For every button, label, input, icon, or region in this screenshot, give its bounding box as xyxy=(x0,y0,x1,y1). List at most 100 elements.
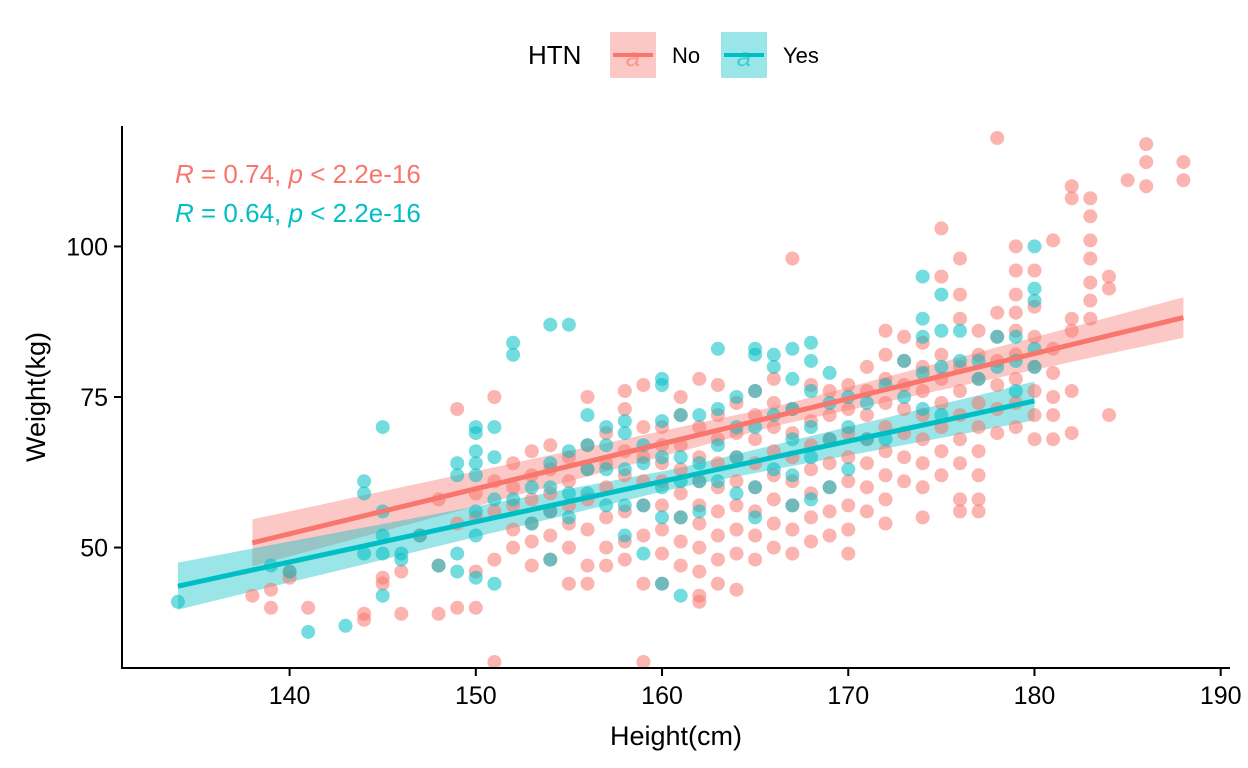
data-point-no xyxy=(841,546,856,561)
data-point-no xyxy=(543,438,558,453)
data-point-no xyxy=(1027,329,1042,344)
data-point-yes xyxy=(1027,239,1042,254)
data-point-yes xyxy=(766,347,781,362)
data-point-yes xyxy=(468,420,483,435)
data-point-no xyxy=(1046,233,1061,248)
data-point-no xyxy=(822,384,837,398)
data-point-yes xyxy=(822,480,837,495)
data-point-yes xyxy=(655,414,669,429)
data-point-no xyxy=(990,426,1005,441)
data-point-no xyxy=(710,552,725,567)
data-point-yes xyxy=(673,450,688,465)
data-point-no xyxy=(897,402,912,416)
data-point-no xyxy=(990,378,1005,392)
data-point-yes xyxy=(1027,293,1042,308)
regression-lines xyxy=(177,315,1185,589)
data-point-yes xyxy=(375,420,390,435)
data-point-yes xyxy=(617,528,632,543)
data-point-yes xyxy=(599,420,614,435)
data-point-yes xyxy=(822,365,837,380)
data-point-no xyxy=(897,450,912,465)
y-axis-title: Weight(kg) xyxy=(21,332,51,462)
data-point-yes xyxy=(710,474,725,489)
data-point-yes xyxy=(450,546,465,561)
data-point-no xyxy=(1046,390,1061,404)
data-point-no xyxy=(636,576,651,591)
data-point-no xyxy=(729,522,744,537)
data-point-no xyxy=(1064,384,1079,398)
data-point-no xyxy=(971,468,986,483)
data-point-no xyxy=(1008,420,1023,435)
data-point-yes xyxy=(524,480,539,495)
data-point-no xyxy=(710,504,725,519)
data-point-no xyxy=(915,432,930,447)
data-point-no xyxy=(692,540,707,555)
data-point-no xyxy=(729,546,744,561)
data-point-yes xyxy=(375,588,390,603)
data-point-no xyxy=(953,456,967,471)
data-point-no xyxy=(934,269,949,284)
data-point-yes xyxy=(468,570,483,585)
data-point-no xyxy=(990,131,1005,145)
data-point-yes xyxy=(636,456,651,471)
data-point-yes xyxy=(301,624,316,639)
data-point-no xyxy=(953,504,967,519)
data-point-no xyxy=(878,444,893,459)
data-point-yes xyxy=(561,486,576,501)
data-point-yes xyxy=(506,335,521,350)
data-point-no xyxy=(1176,155,1191,170)
data-point-no xyxy=(859,504,874,519)
data-point-yes xyxy=(804,335,818,350)
regression-line-yes xyxy=(177,398,1035,589)
data-point-yes xyxy=(729,390,744,404)
data-point-no xyxy=(1027,384,1042,398)
data-point-yes xyxy=(450,456,465,471)
data-point-no xyxy=(1008,305,1023,320)
data-point-no xyxy=(915,480,930,495)
data-point-yes xyxy=(394,546,409,561)
data-point-no xyxy=(859,456,874,471)
data-point-no xyxy=(1046,365,1061,380)
legend-glyph-no: a xyxy=(626,42,640,72)
data-point-no xyxy=(729,498,744,513)
data-point-yes xyxy=(524,516,539,531)
data-point-yes xyxy=(487,492,502,507)
data-point-yes xyxy=(710,438,725,453)
data-point-no xyxy=(953,384,967,398)
data-point-yes xyxy=(450,468,465,483)
data-point-no xyxy=(804,510,818,525)
regression-line-no xyxy=(251,315,1185,546)
data-point-no xyxy=(506,540,521,555)
data-point-yes xyxy=(915,269,930,284)
data-point-no xyxy=(953,311,967,326)
data-point-no xyxy=(1008,371,1023,386)
data-point-no xyxy=(729,582,744,597)
data-point-no xyxy=(487,655,502,669)
data-point-no xyxy=(636,528,651,543)
y-tick-label: 100 xyxy=(66,233,108,261)
data-point-no xyxy=(1046,432,1061,447)
data-point-yes xyxy=(655,371,669,386)
data-point-yes xyxy=(804,384,818,398)
data-point-yes xyxy=(766,359,781,374)
data-point-no xyxy=(878,468,893,483)
data-point-no xyxy=(785,546,800,561)
y-tick-label: 75 xyxy=(80,384,108,412)
data-point-no xyxy=(748,432,763,447)
data-point-no xyxy=(506,522,521,537)
data-point-no xyxy=(748,528,763,543)
data-point-no xyxy=(1083,233,1098,248)
data-point-no xyxy=(561,576,576,591)
data-point-yes xyxy=(804,492,818,507)
data-point-no xyxy=(841,522,856,537)
legend-item-yes: a Yes xyxy=(721,32,819,78)
data-point-no xyxy=(897,329,912,344)
data-point-no xyxy=(450,402,465,416)
data-point-no xyxy=(841,450,856,465)
data-point-no xyxy=(655,522,669,537)
data-point-no xyxy=(897,474,912,489)
data-point-no xyxy=(1139,137,1154,152)
data-point-no xyxy=(1083,275,1098,290)
data-point-yes xyxy=(841,462,856,477)
data-point-no xyxy=(822,456,837,471)
